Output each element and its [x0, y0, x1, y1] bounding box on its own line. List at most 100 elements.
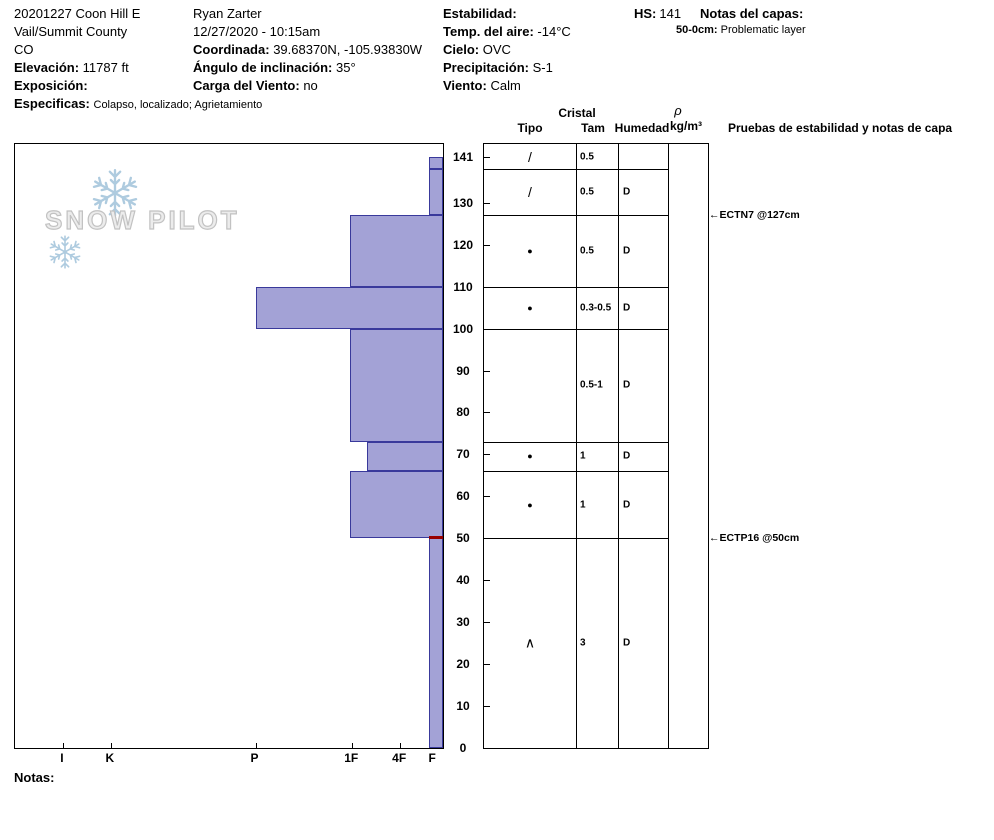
elevation-row: Elevación: 11787 ft: [14, 59, 262, 77]
wind-label: Viento:: [443, 78, 487, 93]
wind-row: Viento: Calm: [443, 77, 571, 95]
layer-notes-header: Notas del capas:: [700, 6, 804, 21]
col-header-tam: Tam: [581, 121, 605, 135]
grain-size: 3: [580, 637, 586, 649]
layer-boundary-line: [484, 169, 668, 171]
observer-info: Ryan Zarter 12/27/2020 - 10:15am Coordin…: [193, 5, 422, 95]
depth-tick-label: 90: [456, 363, 470, 378]
layer-note-depth: 50-0cm:: [676, 24, 718, 36]
grain-size: 0.3-0.5: [580, 302, 612, 314]
col-header-cristal: Cristal: [558, 106, 596, 120]
wind-loading-label: Carga del Viento:: [193, 78, 300, 93]
depth-tick-label: 110: [453, 279, 473, 294]
humidity-value: D: [623, 245, 631, 257]
sky-value: OVC: [482, 42, 511, 57]
crystal-symbol: ●: [527, 245, 533, 256]
depth-tick: [484, 156, 490, 158]
stability-test-label: ←ECTN7 @127cm: [709, 209, 800, 222]
depth-tick-label: 130: [452, 195, 474, 210]
col-header-tipo: Tipo: [517, 121, 543, 135]
depth-tick: [484, 412, 490, 414]
grain-size: 1: [580, 499, 586, 511]
slope-angle-value: 35°: [336, 60, 356, 75]
pit-region: Vail/Summit County: [14, 24, 128, 39]
grain-size: 0.5: [580, 245, 594, 257]
depth-tick-label: 70: [456, 447, 470, 462]
hardness-tick: [110, 743, 112, 748]
crystal-symbol: ●: [527, 499, 533, 510]
col-header-rho: ρ: [674, 103, 682, 118]
humidity-value: D: [623, 302, 631, 314]
coordinates-value: 39.68370N, -105.93830W: [273, 42, 423, 57]
depth-tick: [484, 370, 490, 372]
depth-tick: [484, 622, 490, 624]
problem-layer-marker: [429, 536, 443, 540]
crystal-symbol: ∧: [524, 634, 536, 651]
hardness-tick-label: I: [60, 751, 64, 765]
hardness-bar: [256, 286, 443, 329]
hardness-axis: I K P 1F 4F F: [14, 751, 444, 767]
depth-tick-label: 80: [456, 405, 470, 420]
hs-label: HS:: [634, 6, 657, 21]
layer-boundary-line: [484, 328, 668, 330]
depth-tick: [484, 496, 490, 498]
hardness-bar: [350, 471, 443, 539]
depth-tick: [484, 202, 490, 204]
air-temp-row: Temp. del aire: -14°C: [443, 23, 571, 41]
depth-tick: [484, 664, 490, 666]
hs-row: HS: 141: [634, 5, 681, 23]
grain-size: 0.5: [580, 186, 594, 198]
layer-boundary-line: [484, 471, 668, 473]
grain-size: 0.5: [580, 151, 594, 163]
hardness-bar: [350, 328, 443, 442]
notes-label: Notas:: [14, 770, 55, 785]
pit-title: 20201227 Coon Hill E: [14, 6, 141, 21]
specifics-row: Especificas: Colapso, localizado; Agriet…: [14, 95, 262, 114]
conditions-info: Estabilidad: Temp. del aire: -14°C Cielo…: [443, 5, 571, 95]
precip-label: Precipitación:: [443, 60, 529, 75]
humidity-value: D: [623, 499, 631, 511]
slope-angle-label: Ángulo de inclinación:: [193, 60, 333, 75]
aspect-label: Exposición:: [14, 78, 88, 93]
depth-tick-label: 40: [456, 573, 470, 588]
depth-tick-label: 60: [456, 489, 470, 504]
crystal-symbol: /: [528, 148, 532, 165]
snowflake-icon: [47, 234, 83, 270]
hardness-bar: [350, 215, 443, 287]
watermark-text: SNOW PILOT: [44, 204, 240, 235]
coordinates-row: Coordinada: 39.68370N, -105.93830W: [193, 41, 422, 59]
hardness-tick-label: 4F: [392, 751, 407, 765]
air-temp-value: -14°C: [537, 24, 571, 39]
col-header-rho-units: kg/m³: [669, 119, 703, 133]
air-temp-label: Temp. del aire:: [443, 24, 534, 39]
hardness-tick-label: F: [428, 751, 436, 765]
layer-note: 50-0cm: Problematic layer: [676, 24, 806, 36]
table-bottom-border: [484, 748, 708, 749]
depth-tick: [484, 748, 490, 749]
hardness-tick: [352, 743, 354, 748]
specifics-value: Colapso, localizado; Agrietamiento: [93, 99, 263, 111]
col-header-humedad: Humedad: [614, 121, 670, 135]
hardness-bar: [429, 169, 443, 216]
depth-tick-label: 10: [456, 699, 470, 714]
slope-angle-row: Ángulo de inclinación: 35°: [193, 59, 422, 77]
elevation-label: Elevación:: [14, 60, 80, 75]
grain-size: 1: [580, 450, 586, 462]
hardness-bar: [367, 441, 443, 472]
layer-boundary-line: [484, 286, 668, 288]
stability-label: Estabilidad:: [443, 6, 517, 21]
humidity-value: D: [623, 379, 631, 391]
sky-row: Cielo: OVC: [443, 41, 571, 59]
stability-test-label: ←ECTP16 @50cm: [709, 532, 800, 545]
crystal-symbol: ●: [527, 302, 533, 313]
wind-loading-row: Carga del Viento: no: [193, 77, 422, 95]
hardness-tick-label: P: [250, 751, 259, 765]
crystal-symbol: ●: [527, 451, 533, 462]
hardness-tick-label: K: [105, 751, 115, 765]
depth-tick-label: 100: [452, 321, 474, 336]
hs-value: 141: [659, 6, 682, 21]
hardness-bar: [429, 156, 443, 170]
observation-datetime: 12/27/2020 - 10:15am: [193, 24, 321, 39]
pit-state: CO: [14, 42, 34, 57]
depth-tick: [437, 748, 443, 749]
